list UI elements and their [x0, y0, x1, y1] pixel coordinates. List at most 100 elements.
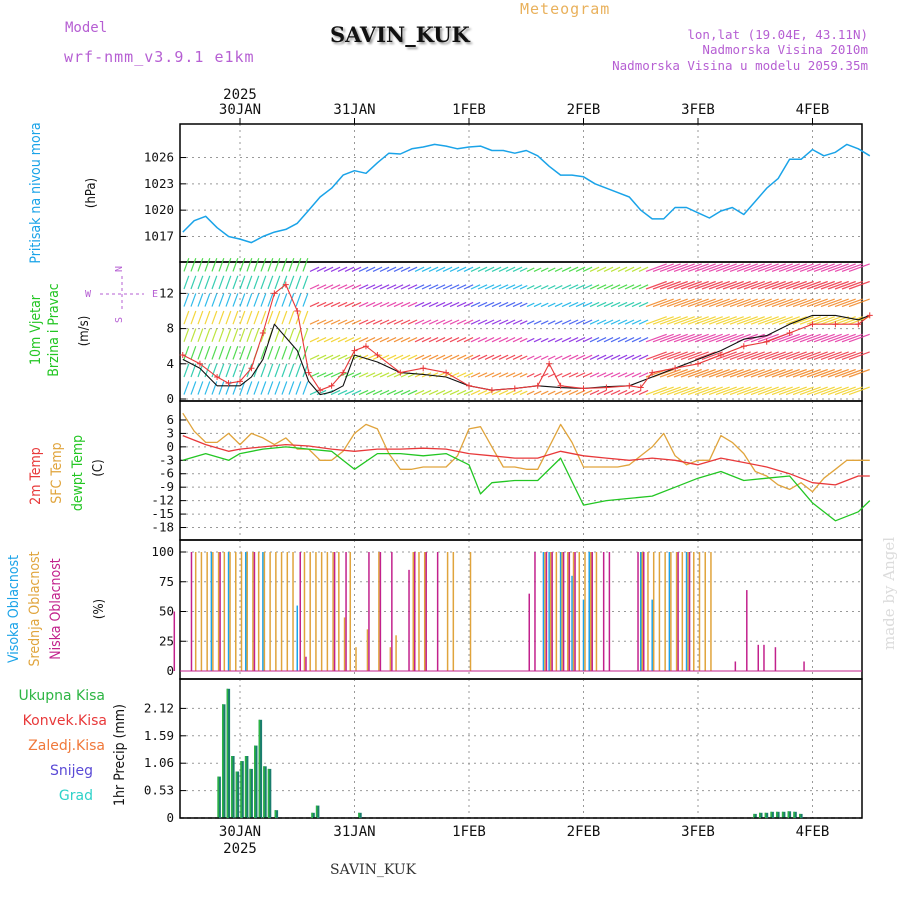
wind-barb — [407, 266, 418, 272]
precip-bar-highlight — [249, 768, 251, 818]
wind-barb — [729, 316, 751, 325]
wind-barb — [631, 284, 642, 290]
wind-barb — [659, 333, 681, 343]
y-tick-label: -15 — [151, 506, 174, 521]
wind-barb — [379, 319, 390, 325]
wind-barb — [274, 328, 281, 343]
wind-barb — [260, 310, 267, 325]
precip-bar-highlight — [231, 756, 233, 818]
wind-barb — [610, 284, 621, 290]
wind-barb — [715, 368, 737, 378]
wind-barb — [477, 301, 488, 308]
wind-barb — [792, 316, 814, 325]
wind-barb — [757, 333, 779, 343]
wind-barb — [666, 316, 688, 325]
wind-barb — [351, 266, 362, 272]
wind-barb — [722, 368, 744, 378]
wind-speed-marker — [340, 369, 347, 376]
wind-barb — [589, 284, 600, 290]
wind-barb — [841, 351, 863, 360]
wind-barb — [533, 302, 542, 308]
wind-barb — [190, 328, 197, 343]
precip-bar-highlight — [254, 745, 256, 818]
wind-barb — [400, 354, 411, 360]
wind-barb — [372, 284, 383, 290]
wind-barb — [757, 316, 779, 325]
wind-barb — [764, 263, 786, 272]
wind-barb — [666, 263, 688, 272]
wind-barb — [694, 298, 716, 308]
wind-barb — [673, 386, 695, 396]
wind-barb — [197, 257, 204, 272]
wind-barb — [414, 284, 425, 290]
wind-barb — [225, 345, 232, 360]
wind-barb — [736, 316, 758, 325]
wind-barb — [379, 266, 390, 272]
wind-barb — [477, 266, 488, 272]
wind-barb — [232, 328, 239, 343]
wind-speed-marker — [351, 347, 358, 354]
wind-barb — [365, 372, 376, 378]
wind-barb — [302, 293, 309, 307]
wind-barb — [239, 381, 246, 395]
wind-barb — [316, 354, 327, 360]
wind-barb — [533, 285, 542, 290]
precip-bar — [781, 811, 786, 818]
wind-barb — [316, 389, 327, 396]
wind-barb — [624, 372, 635, 378]
wind-barb — [519, 390, 528, 396]
wind-speed-marker — [557, 382, 564, 389]
top-date-label: 3FEB — [681, 102, 715, 118]
wind-barb — [449, 319, 460, 325]
wind-barb — [568, 301, 579, 308]
footer-station: SAVIN_KUK — [330, 862, 417, 878]
wind-barb — [540, 302, 549, 308]
wind-barb — [484, 301, 495, 308]
wind-barb — [225, 328, 232, 343]
wind-barb — [253, 381, 260, 395]
precip-bar-highlight — [244, 756, 247, 818]
wind-barb — [666, 298, 688, 308]
wind-barb — [841, 280, 863, 290]
wind-barb — [771, 316, 793, 325]
bottom-date-label: 4FEB — [796, 824, 830, 840]
precip-legend-label: Snijeg — [50, 763, 93, 779]
wind-barb — [386, 301, 397, 308]
wind-barb — [295, 328, 302, 343]
bottom-date-label: 3FEB — [681, 824, 715, 840]
wind-barb — [561, 319, 572, 325]
top-date-label: 30JAN — [219, 102, 261, 118]
wind-barb — [309, 337, 320, 343]
wind-barb — [736, 298, 758, 308]
wind-barb — [519, 320, 528, 325]
wind-barb — [421, 284, 432, 290]
wind-barb — [274, 293, 281, 307]
wind-barb — [407, 389, 418, 396]
wind-barb — [785, 263, 807, 272]
wind-barb — [687, 316, 709, 325]
y-tick-label: 12 — [159, 285, 174, 300]
wind-barb — [421, 319, 432, 325]
wind-barb — [512, 319, 523, 325]
wind-barb — [274, 275, 281, 290]
wind-barb — [729, 298, 751, 308]
precip-legend-label: Zaledj.Kisa — [28, 738, 105, 754]
panel-frame — [179, 123, 863, 263]
wind-barb — [792, 280, 814, 290]
wind-barb — [330, 337, 341, 343]
wind-barb — [610, 389, 621, 396]
wind-barb — [358, 284, 369, 290]
wind-barb — [666, 280, 688, 290]
precip-bar-highlight — [240, 761, 242, 818]
wind-barb — [323, 372, 334, 378]
wind-barb — [449, 354, 460, 360]
wind-barb — [638, 354, 649, 360]
wind-barb — [575, 319, 586, 325]
wind-barb — [813, 316, 835, 325]
wind-barb — [715, 351, 737, 360]
precip-legend-label: Konvek.Kisa — [23, 713, 107, 729]
wind-speed-marker — [225, 380, 232, 387]
wind-speed-marker — [397, 369, 404, 376]
wind-barb — [764, 316, 786, 325]
wind-barb — [533, 373, 542, 378]
